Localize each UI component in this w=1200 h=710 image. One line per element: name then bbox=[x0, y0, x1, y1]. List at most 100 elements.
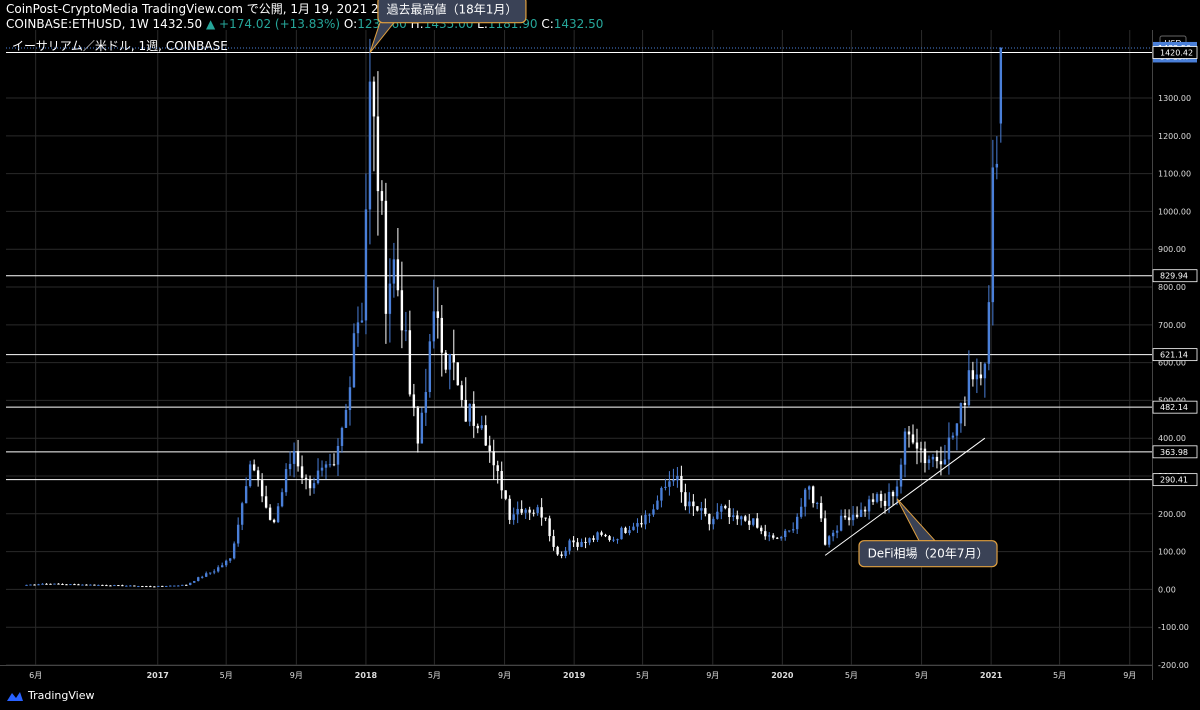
candle-body bbox=[756, 518, 759, 528]
candle-body bbox=[228, 558, 232, 561]
candle-body bbox=[73, 584, 76, 586]
candle-body bbox=[153, 586, 156, 588]
x-tick-label: 5月 bbox=[1053, 671, 1066, 680]
candle-body bbox=[217, 567, 220, 572]
chart-title: イーサリアム／米ドル, 1週, COINBASE bbox=[12, 39, 228, 53]
candle-body bbox=[201, 576, 204, 578]
candle-body bbox=[89, 584, 92, 586]
candle-body bbox=[25, 584, 28, 586]
candle-body bbox=[408, 330, 412, 395]
candle-body bbox=[676, 475, 679, 481]
candle-body bbox=[891, 491, 895, 497]
y-tick-label: 400.00 bbox=[1158, 434, 1186, 443]
price-tag-label: 482.14 bbox=[1160, 403, 1188, 412]
candle-body bbox=[907, 431, 911, 435]
candle-body bbox=[596, 532, 599, 540]
candle-body bbox=[799, 506, 803, 517]
tradingview-logo-icon bbox=[7, 691, 23, 701]
price-tag-label: 363.98 bbox=[1160, 448, 1188, 457]
candle-body bbox=[556, 546, 559, 555]
candle-body bbox=[232, 543, 236, 559]
candle-body bbox=[133, 585, 136, 587]
candle-body bbox=[680, 475, 683, 493]
candle-body bbox=[684, 492, 687, 507]
candle-body bbox=[125, 585, 128, 587]
candle-body bbox=[476, 425, 479, 429]
candle-body bbox=[600, 532, 603, 535]
candle-body bbox=[560, 554, 563, 556]
candle-body bbox=[875, 494, 879, 502]
candle-body bbox=[780, 537, 783, 539]
candle-body bbox=[149, 586, 152, 588]
x-tick-label: 2017 bbox=[147, 671, 169, 680]
price-tag-label: 621.14 bbox=[1160, 351, 1188, 360]
candle-body bbox=[157, 585, 160, 587]
candle-body bbox=[720, 505, 723, 512]
candle-body bbox=[640, 523, 643, 525]
grid bbox=[6, 30, 1152, 666]
price-axis[interactable]: USD 1300.001200.001100.001000.00900.0080… bbox=[1152, 30, 1198, 680]
candle-body bbox=[364, 209, 368, 321]
change-info: ▲ +174.02 (+13.83%) bbox=[206, 17, 341, 31]
candle-body bbox=[252, 464, 256, 471]
candle-body bbox=[244, 486, 248, 504]
candle-body bbox=[256, 470, 260, 481]
candle-body bbox=[500, 471, 503, 491]
candle-body bbox=[764, 531, 767, 537]
candle-body bbox=[344, 410, 348, 428]
x-tick-label: 9月 bbox=[1123, 671, 1136, 680]
candle-body bbox=[396, 259, 400, 291]
candle-body bbox=[376, 116, 380, 192]
candle-body bbox=[700, 508, 703, 511]
candle-body bbox=[197, 577, 200, 582]
candle-body bbox=[129, 585, 132, 587]
x-tick-label: 2020 bbox=[771, 671, 794, 680]
candle-body bbox=[65, 584, 68, 586]
callout-box bbox=[377, 0, 527, 24]
candle-body bbox=[831, 532, 835, 537]
candle-body bbox=[260, 480, 264, 497]
candle-body bbox=[648, 514, 651, 516]
candle-body bbox=[488, 445, 491, 452]
price-tag bbox=[1152, 445, 1198, 459]
candle-body bbox=[392, 259, 396, 284]
candle-body bbox=[696, 506, 699, 511]
candle-body bbox=[708, 513, 711, 525]
horizontal-lines bbox=[6, 47, 1152, 481]
candle-body bbox=[264, 496, 268, 508]
candle-body bbox=[632, 526, 635, 531]
candle-body bbox=[205, 573, 208, 577]
candle-body bbox=[784, 530, 787, 538]
price-tag bbox=[1152, 348, 1198, 362]
price-tag bbox=[1152, 269, 1198, 283]
x-tick-label: 9月 bbox=[290, 671, 303, 680]
x-tick-label: 5月 bbox=[428, 671, 441, 680]
candle-body bbox=[440, 317, 444, 353]
candle-body bbox=[568, 540, 571, 551]
candle-body bbox=[224, 560, 228, 566]
price-tag bbox=[1152, 400, 1198, 414]
time-axis[interactable]: 6月 2017 5月 9月 2018 5月 9月 2019 5月 9月 2020 5月 9月 2021 5月… bbox=[0, 665, 1152, 680]
candle-body bbox=[388, 283, 392, 314]
candle-body bbox=[608, 536, 611, 541]
candle-body bbox=[927, 459, 931, 464]
candle-body bbox=[971, 370, 975, 380]
candle-body bbox=[803, 489, 807, 507]
candle-body bbox=[320, 467, 324, 471]
candle-body bbox=[772, 535, 775, 538]
candle-body bbox=[732, 515, 735, 518]
candle-body bbox=[636, 523, 639, 527]
candle-body bbox=[991, 167, 995, 303]
candle-body bbox=[748, 520, 751, 525]
candle-body bbox=[105, 585, 108, 587]
candle-body bbox=[516, 508, 519, 515]
price-tag-label: 290.41 bbox=[1160, 476, 1188, 485]
y-tick-label: -100.00 bbox=[1158, 623, 1189, 632]
candle-body bbox=[492, 451, 495, 466]
candle-body bbox=[384, 200, 388, 314]
y-tick-label: 1100.00 bbox=[1158, 170, 1191, 179]
candle-body bbox=[987, 302, 991, 364]
candle-body bbox=[811, 486, 815, 504]
candle-body bbox=[69, 584, 72, 586]
